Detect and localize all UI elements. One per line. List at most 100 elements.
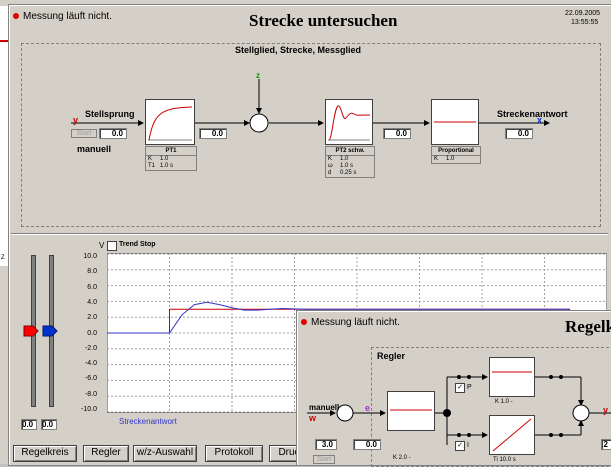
wz-auswahl-button[interactable]: w/z-Auswahl <box>133 445 197 462</box>
pt1-params: PT1 K 1.0 T1 1.0 s <box>145 146 197 171</box>
regler-label: Regler <box>377 351 406 361</box>
front-title: Regelk <box>565 317 611 336</box>
pt2-param-name: d <box>328 170 332 176</box>
front-window: Messung läuft nicht. Regelk Regler manue… <box>296 310 611 467</box>
front-connectors <box>307 374 611 445</box>
section-divider <box>11 233 608 235</box>
pt1-output-field: 0.0 <box>199 128 227 139</box>
slider-handle-blue-icon[interactable] <box>42 325 58 337</box>
main-time: 13:55:55 <box>571 19 599 26</box>
p-block-icon <box>492 371 532 373</box>
main-status-text: Messung läuft nicht. <box>23 11 112 22</box>
pt2-param-value: 1.0 <box>340 156 349 162</box>
proportional-param-name: K <box>434 156 439 162</box>
k-param: K 2.0 - <box>393 455 411 461</box>
front-status-text: Messung läuft nicht. <box>311 317 400 328</box>
w-value-field[interactable]: 3.0 <box>315 439 337 450</box>
back-window-red-mark <box>0 40 8 42</box>
y-tick-label: 10.0 <box>83 253 97 260</box>
back-window-side-label-0: Z <box>1 255 5 261</box>
proportional-params: Proportional K 1.0 <box>431 146 481 164</box>
z-label: z <box>256 71 260 80</box>
i-checkbox[interactable]: ✓ <box>455 441 465 451</box>
pt1-row: T1 1.0 s <box>146 163 196 170</box>
main-date: 22.09.2005 <box>565 10 601 17</box>
pt2-params: PT2 schw. K 1.0 ω 1.0 s d 0.25 s <box>325 146 375 178</box>
output-var: x <box>537 115 543 125</box>
front-status: Messung läuft nicht. <box>301 317 400 328</box>
k-block-icon <box>390 409 432 411</box>
y-tick-label: 4.0 <box>87 298 97 306</box>
trend-stop-checkbox[interactable] <box>107 241 117 251</box>
p-block[interactable] <box>489 357 535 397</box>
w-label: w <box>309 413 317 423</box>
proportional-title: Proportional <box>432 147 480 156</box>
e-label: e <box>365 403 371 413</box>
k-block[interactable] <box>387 391 435 431</box>
pt2-row: d 0.25 s <box>326 170 374 177</box>
start-value-field[interactable]: 0.0 <box>99 128 127 139</box>
y-tick-label: 6.0 <box>87 283 97 291</box>
input-label: Stellsprung <box>85 109 135 119</box>
front-start-button[interactable]: Start <box>313 455 335 464</box>
summing-junction-icon <box>250 114 268 132</box>
diagram-frame <box>21 43 601 227</box>
axis-unit: V <box>99 241 105 250</box>
proportional-output-field: 0.0 <box>505 128 533 139</box>
y-tick-label: -2.0 <box>84 344 97 352</box>
y-label: y <box>603 405 609 415</box>
proportional-row: K 1.0 <box>432 156 480 163</box>
y-tick-label: -6.0 <box>84 375 97 383</box>
i-check-label: I <box>467 442 469 449</box>
pt2-block[interactable] <box>325 99 373 145</box>
proportional-icon <box>434 121 476 123</box>
chart-series-response-line <box>107 301 607 362</box>
pt2-row: K 1.0 <box>326 156 374 163</box>
slider-value-right: 0.0 <box>41 419 57 430</box>
y-value-field: 2 <box>601 439 611 450</box>
pt2-param-value: 1.0 s <box>340 163 354 169</box>
i-param: Ti 10.0 s <box>493 457 516 463</box>
main-status: Messung läuft nicht. <box>13 11 112 22</box>
main-title: Strecke untersuchen <box>249 11 398 30</box>
p-param: K 1.0 - <box>495 399 513 405</box>
y-tick-label: -10.0 <box>81 406 97 413</box>
y-tick-label: 8.0 <box>87 268 97 276</box>
manual-label: manuell <box>77 144 112 154</box>
slider-handle-red-icon[interactable] <box>23 325 39 337</box>
y-tick-label: 2.0 <box>87 314 97 322</box>
pt2-row: ω 1.0 s <box>326 163 374 170</box>
pt1-block[interactable] <box>145 99 195 145</box>
regelkreis-button[interactable]: Regelkreis <box>13 445 77 462</box>
pt1-param-name: T1 <box>148 163 156 169</box>
chart-legend-series: Streckenantwort <box>119 417 177 426</box>
p-check-label: P <box>467 384 472 391</box>
start-button[interactable]: Start <box>71 129 97 138</box>
output-label: Streckenantwort <box>497 109 568 119</box>
front-manual-label: manuell <box>309 403 340 412</box>
protokoll-button[interactable]: Protokoll <box>205 445 263 462</box>
pt2-title: PT2 schw. <box>326 147 374 156</box>
y-tick-label: -4.0 <box>84 360 97 368</box>
pt1-param-value: 1.0 s <box>160 163 174 169</box>
diagram-connectors <box>71 79 550 133</box>
i-block-icon <box>492 418 532 452</box>
slider-value-left: 0.0 <box>21 419 37 430</box>
i-block[interactable] <box>489 415 535 455</box>
input-var: y <box>73 115 79 125</box>
pt2-output-field: 0.0 <box>383 128 411 139</box>
diagram-caption: Stellglied, Strecke, Messglied <box>235 45 362 55</box>
p-checkbox[interactable]: ✓ <box>455 383 465 393</box>
status-indicator-icon <box>301 319 307 326</box>
pt1-step-icon <box>148 106 193 141</box>
pt1-param-name: K <box>148 156 153 162</box>
status-indicator-icon <box>13 13 19 20</box>
y-tick-label: -8.0 <box>84 390 97 398</box>
proportional-block[interactable] <box>431 99 479 145</box>
pt2-param-name: ω <box>328 163 333 169</box>
regler-button[interactable]: Regler <box>83 445 129 462</box>
pt1-param-value: 1.0 <box>160 156 169 162</box>
trend-stop-label: Trend Stop <box>119 241 156 248</box>
pt2-param-name: K <box>328 156 333 162</box>
y-tick-label: 0.0 <box>87 329 97 337</box>
